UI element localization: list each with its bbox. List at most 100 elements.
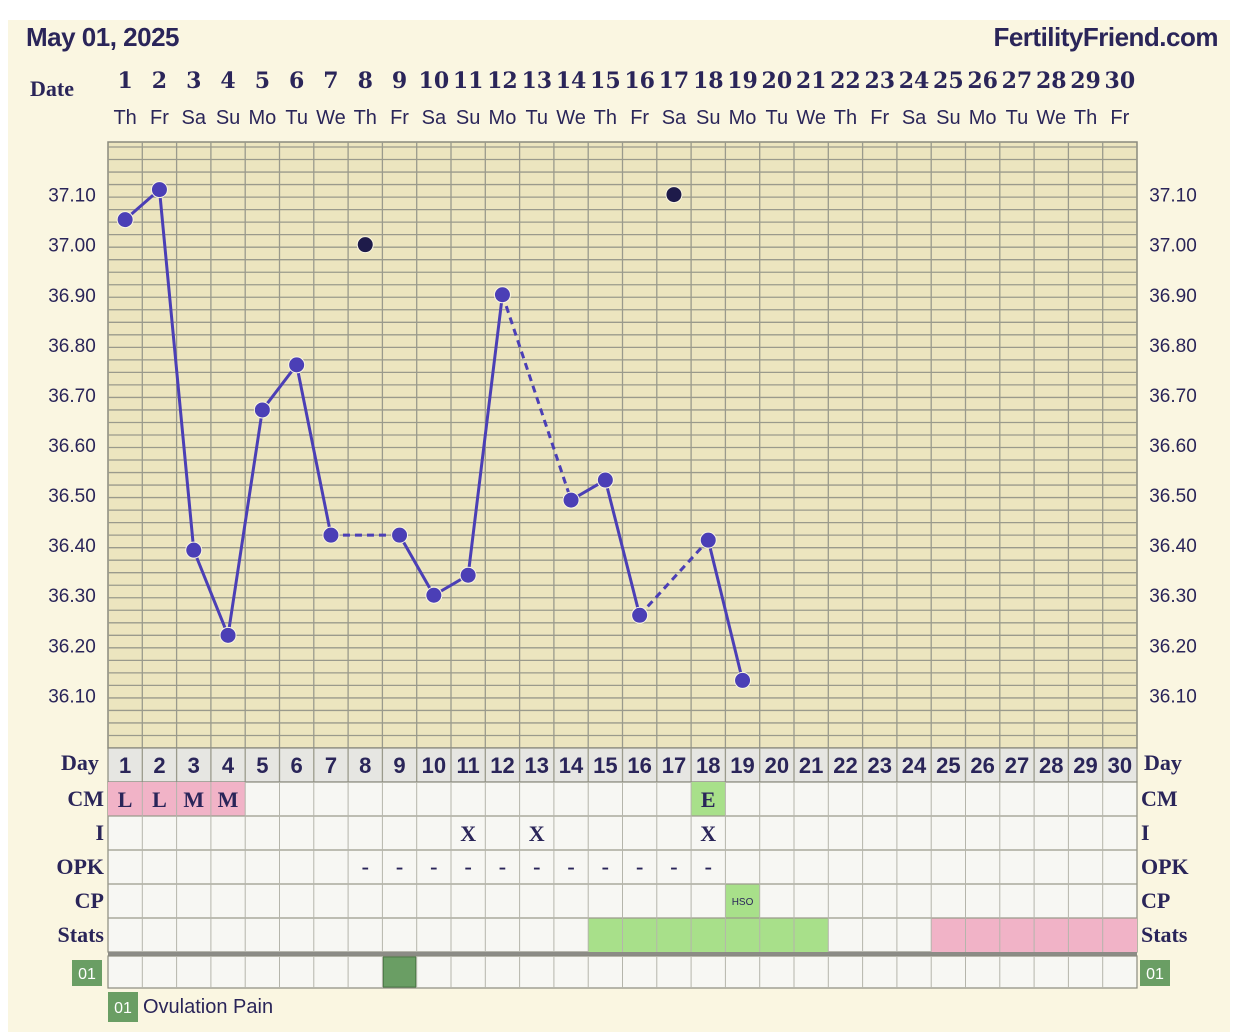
- temperature-point: [185, 541, 203, 559]
- temperature-point: [734, 671, 752, 689]
- cm-cell-fill: [691, 782, 726, 816]
- y-tick-label-left: 37.00: [48, 236, 96, 257]
- cycle-day-number: 29: [1073, 753, 1097, 778]
- weekday-label: Sa: [902, 107, 927, 129]
- weekday-label: We: [316, 107, 346, 129]
- y-tick-label-left: 36.30: [48, 586, 96, 607]
- cycle-day-number: 30: [1108, 753, 1132, 778]
- y-tick-label-right: 36.50: [1149, 486, 1197, 507]
- weekday-label: Fr: [870, 107, 889, 129]
- date-number: 30: [1105, 68, 1136, 94]
- stats-cell-green: [794, 918, 829, 952]
- fertility-chart: May 01, 2025 FertilityFriend.com Date 1 Th…: [8, 20, 1230, 1032]
- stats-cell-pink: [999, 918, 1035, 952]
- cycle-day-number: 24: [902, 753, 927, 778]
- y-tick-label-left: 36.60: [48, 436, 96, 457]
- cycle-day-number: 8: [359, 753, 371, 778]
- legend-badge: [108, 992, 138, 1022]
- weekday-label: Th: [354, 107, 377, 129]
- weekday-label: Mo: [729, 107, 757, 129]
- weekday-label: Su: [216, 107, 240, 129]
- date-number: 16: [624, 68, 655, 94]
- date-number: 29: [1070, 68, 1101, 94]
- weekday-label: Th: [113, 107, 136, 129]
- stats-cell-pink: [931, 918, 966, 952]
- opk-value: -: [602, 854, 609, 879]
- date-number: 24: [899, 68, 930, 94]
- temperature-point: [425, 586, 443, 604]
- weekday-label: Su: [456, 107, 480, 129]
- temperature-line-segment: [466, 293, 504, 577]
- weekday-label: Su: [696, 107, 720, 129]
- y-tick-label-right: 36.60: [1149, 436, 1197, 457]
- y-tick-label-right: 36.80: [1149, 336, 1197, 357]
- chart-date: May 01, 2025: [26, 22, 180, 52]
- cycle-day-number: 19: [730, 753, 754, 778]
- temperature-line-segment: [192, 548, 230, 637]
- y-tick-label-left: 36.10: [48, 686, 96, 707]
- cm-value: M: [183, 787, 204, 812]
- temperature-point: [322, 526, 340, 544]
- i-row-label-left: I: [95, 820, 104, 845]
- weekday-label: Tu: [285, 107, 308, 129]
- cm-value: L: [118, 787, 133, 812]
- y-tick-label-left: 36.20: [48, 636, 96, 657]
- cp-value: HSO: [732, 897, 754, 908]
- cycle-day-number: 14: [559, 753, 584, 778]
- symptom-badge-left: [72, 960, 102, 986]
- cycle-day-number: 15: [593, 753, 617, 778]
- y-tick-label-right: 37.10: [1149, 186, 1197, 207]
- date-number: 27: [1002, 68, 1033, 94]
- date-number: 19: [727, 68, 758, 94]
- opk-value: -: [362, 854, 369, 879]
- date-number: 2: [152, 68, 167, 94]
- weekday-label: Tu: [525, 107, 548, 129]
- date-number: 26: [967, 68, 998, 94]
- cycle-day-number: 7: [325, 753, 337, 778]
- weekday-label: We: [1036, 107, 1066, 129]
- weekday-label: We: [556, 107, 586, 129]
- weekday-label: We: [796, 107, 826, 129]
- cycle-day-number: 10: [422, 753, 446, 778]
- y-tick-label-right: 36.40: [1149, 536, 1197, 557]
- discarded-temperature-point: [665, 186, 683, 204]
- day-row-label-right: Day: [1144, 750, 1182, 775]
- cycle-day-number: 20: [765, 753, 789, 778]
- temperature-dashed-segment: [638, 539, 710, 617]
- cm-cell-fill: [108, 782, 143, 816]
- cycle-day-number: 5: [256, 753, 268, 778]
- opk-value: -: [499, 854, 506, 879]
- opk-value: -: [636, 854, 643, 879]
- temperature-line-segment: [603, 478, 642, 617]
- date-number: 1: [117, 68, 132, 94]
- date-number: 23: [864, 68, 895, 94]
- date-number: 5: [255, 68, 270, 94]
- intercourse-mark: X: [460, 821, 476, 846]
- temperature-point: [116, 211, 134, 229]
- cycle-day-number: 18: [696, 753, 720, 778]
- cm-cell-fill: [176, 782, 211, 816]
- weekday-label: Th: [1074, 107, 1097, 129]
- date-number: 28: [1036, 68, 1067, 94]
- opk-value: -: [464, 854, 471, 879]
- cm-value: M: [218, 787, 239, 812]
- stats-cell-pink: [1102, 918, 1137, 952]
- date-number: 4: [220, 68, 235, 94]
- cycle-day-number: 13: [525, 753, 549, 778]
- weekday-label: Fr: [1110, 107, 1129, 129]
- cycle-day-number: 25: [936, 753, 960, 778]
- stats-row-label-right: Stats: [1141, 922, 1188, 947]
- y-tick-label-left: 36.40: [48, 536, 96, 557]
- opk-value: -: [533, 854, 540, 879]
- cm-cell-fill: [142, 782, 177, 816]
- weekday-label: Mo: [969, 107, 997, 129]
- date-number: 3: [186, 68, 201, 94]
- y-tick-label-left: 36.80: [48, 336, 96, 357]
- weekday-label: Th: [834, 107, 857, 129]
- opk-value: -: [396, 854, 403, 879]
- cycle-day-number: 1: [119, 753, 131, 778]
- y-tick-label-left: 36.70: [48, 386, 96, 407]
- cycle-day-number: 9: [393, 753, 405, 778]
- cycle-day-number: 16: [627, 753, 651, 778]
- date-number: 6: [289, 68, 304, 94]
